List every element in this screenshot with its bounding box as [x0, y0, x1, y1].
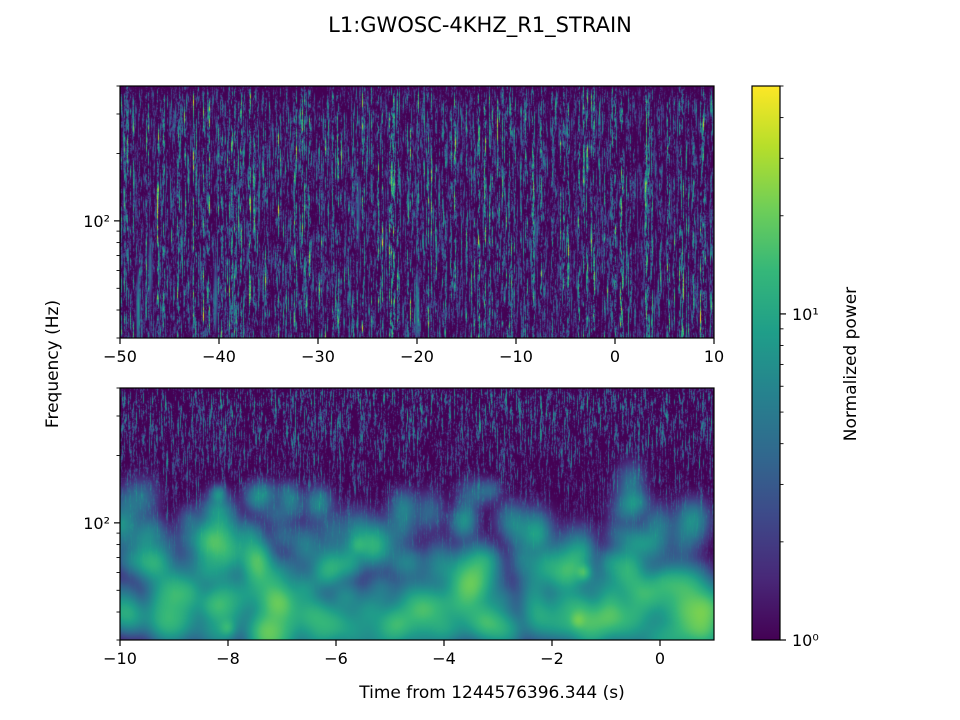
- top-spectrogram-panel: −50 −40 −30 −20 −10 0 10 10²: [83, 85, 724, 366]
- figure-title: L1:GWOSC-4KHZ_R1_STRAIN: [328, 13, 632, 38]
- x-tick-label: 0: [610, 347, 620, 366]
- x-tick-label: −6: [324, 649, 348, 668]
- x-tick-label: −10: [499, 347, 533, 366]
- x-axis-label: Time from 1244576396.344 (s): [358, 683, 625, 703]
- colorbar-label: Normalized power: [841, 287, 861, 441]
- x-tick-label: 10: [704, 347, 724, 366]
- y-tick-label: 10²: [83, 212, 110, 231]
- bottom-spectrogram-image: [120, 388, 714, 640]
- x-tick-label: −2: [540, 649, 564, 668]
- bottom-x-ticks: −10 −8 −6 −4 −2 0: [103, 640, 665, 668]
- y-axis-label: Frequency (Hz): [43, 300, 63, 428]
- colorbar-tick-label: 10⁰: [792, 631, 819, 650]
- y-tick-label: 10²: [83, 514, 110, 533]
- x-tick-label: −30: [301, 347, 335, 366]
- bottom-axes-frame: [119, 387, 715, 641]
- colorbar: 10⁰ 10¹ Normalized power: [751, 85, 861, 650]
- colorbar-gradient: [751, 85, 781, 641]
- top-x-ticks: −50 −40 −30 −20 −10 0 10: [103, 338, 724, 366]
- x-tick-label: −50: [103, 347, 137, 366]
- bottom-spectrogram-panel: −10 −8 −6 −4 −2 0 10²: [83, 387, 715, 668]
- x-tick-label: −40: [202, 347, 236, 366]
- x-tick-label: −10: [103, 649, 137, 668]
- top-y-ticks: 10²: [83, 85, 120, 339]
- colorbar-tick-label: 10¹: [792, 305, 819, 324]
- top-spectrogram-image: [120, 86, 714, 338]
- x-tick-label: −4: [432, 649, 456, 668]
- colorbar-ticks: 10⁰ 10¹: [780, 85, 819, 650]
- x-tick-label: −20: [400, 347, 434, 366]
- x-tick-label: −8: [216, 649, 240, 668]
- bottom-y-ticks: 10²: [83, 387, 120, 641]
- x-tick-label: 0: [655, 649, 665, 668]
